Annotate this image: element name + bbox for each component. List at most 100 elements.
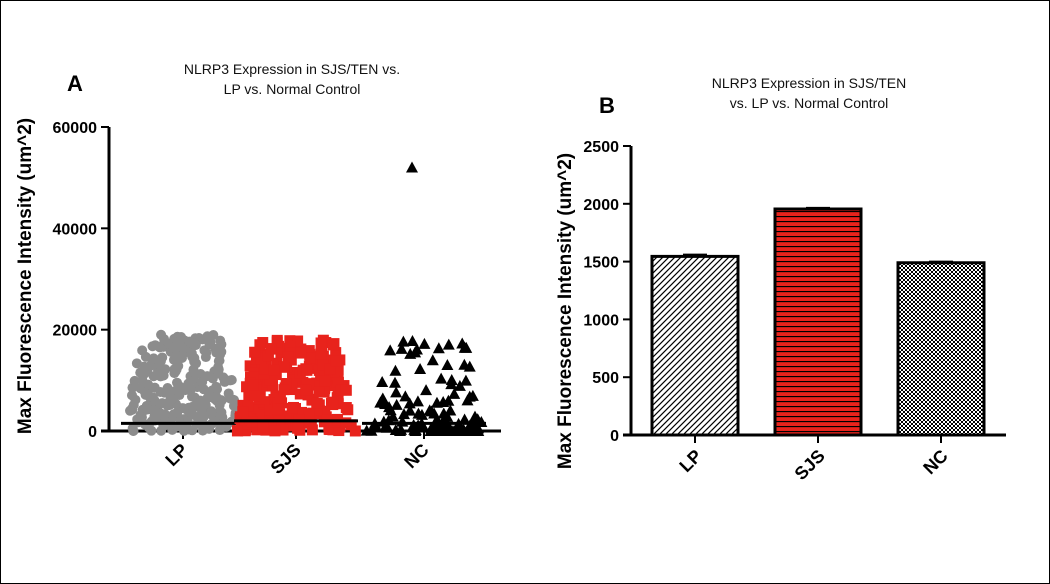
chart-a-sjs-point (330, 355, 342, 367)
chart-a-sjs-point (265, 343, 277, 355)
chart-b-y-tick-label: 0 (610, 428, 619, 445)
chart-a-sjs-point (264, 404, 276, 416)
chart-b-bar-nc (896, 261, 986, 437)
chart-a-sjs-point (313, 364, 325, 376)
chart-a-sjs-point (255, 404, 267, 416)
chart-a-nc-point (445, 378, 458, 390)
chart-a-nc-point (395, 342, 408, 354)
chart-a-sjs-point (282, 351, 294, 363)
chart-a-nc-point (423, 404, 436, 416)
chart-a-lp-point (197, 377, 208, 388)
chart-a-lp-point (204, 339, 215, 350)
chart-a-lp-point (192, 411, 203, 422)
chart-a-sjs-point (303, 409, 315, 421)
chart-a-y-tick-label: 20000 (53, 323, 98, 340)
chart-a-lp-point (164, 389, 175, 400)
chart-a-nc-point (389, 364, 402, 376)
chart-a-nc-point (441, 410, 454, 422)
chart-a-nc-point (390, 398, 403, 410)
chart-a-lp-point (139, 361, 150, 372)
chart-a-sjs-point (300, 384, 312, 396)
chart-a-nc-point (365, 424, 378, 436)
chart-a-title-line-1: NLRP3 Expression in SJS/TEN vs. (184, 61, 400, 77)
chart-a-nc-point (456, 337, 469, 349)
chart-a-sjs-point (296, 406, 308, 418)
chart-a-sjs-point (247, 379, 259, 391)
chart-a-nc-point (444, 404, 457, 416)
chart-a-sjs-point (340, 384, 352, 396)
chart-a-nc-point (390, 386, 403, 398)
chart-a-sjs-point (311, 377, 323, 389)
chart-a-nc-point (466, 389, 479, 401)
chart-a-sjs-point (254, 381, 266, 393)
chart-a-nc-point (399, 390, 412, 402)
chart-a-nc-point (432, 342, 445, 354)
chart-a-sjs-point (332, 364, 344, 376)
chart-a-sjs-point (278, 361, 290, 373)
chart-b-y-tick-label: 500 (592, 370, 619, 387)
chart-a-x-tick-label: LP (161, 440, 191, 470)
chart-a-sjs-point (287, 366, 299, 378)
chart-a-lp-point (156, 329, 167, 340)
chart-a-nc-point (414, 362, 427, 374)
chart-a-sjs-point (277, 424, 289, 436)
chart-a-lp-point (208, 393, 219, 404)
chart-a-sjs-point (269, 425, 281, 437)
chart-b-y-tick-label: 2500 (583, 139, 619, 156)
chart-b-x-tick-label: SJS (791, 446, 829, 484)
chart-a-nc-point (404, 347, 417, 359)
chart-b-y-tick-label: 1000 (583, 312, 619, 329)
chart-a-sjs-point (271, 357, 283, 369)
chart-a-sjs-point (332, 376, 344, 388)
chart-a-nc-point (455, 424, 468, 436)
chart-a-nc-point (439, 422, 452, 434)
chart-a-nc-point (376, 375, 389, 387)
chart-a-lp-point (128, 425, 139, 436)
chart-b-x-tick-label: NC (919, 446, 952, 479)
chart-a-sjs-point (286, 402, 298, 414)
chart-a-sjs-point (254, 339, 266, 351)
chart-b-y-tick-label: 2000 (583, 197, 619, 214)
chart-a-sjs-point (242, 400, 254, 412)
chart-a-sjs-point (268, 364, 280, 376)
chart-a-lp-point (216, 339, 227, 350)
chart-a-lp-point (189, 367, 200, 378)
chart-a-sjs-point (264, 374, 276, 386)
chart-a-sjs-point (349, 425, 361, 437)
chart-a-lp-point (164, 396, 175, 407)
chart-a-sjs-point (311, 397, 323, 409)
chart-a-nc-point (420, 384, 433, 396)
chart-a-sjs-point (274, 392, 286, 404)
chart-a-sjs-point (330, 347, 342, 359)
chart-a-sjs-point (280, 378, 292, 390)
chart-a-y-tick-label: 60000 (53, 120, 98, 137)
chart-a-sjs-point (292, 422, 304, 434)
chart-a-lp-point (159, 410, 170, 421)
chart-a-sjs-point (306, 424, 318, 436)
chart-a-sjs-point (301, 364, 313, 376)
chart-a-sjs-point (317, 359, 329, 371)
chart-a-lp-point (136, 412, 147, 423)
chart-a-nc-point (468, 410, 481, 422)
chart-a-panel-label: A (67, 71, 83, 96)
chart-a-lp-point (140, 351, 151, 362)
chart-a-lp-point (208, 330, 219, 341)
chart-a-sjs-point (306, 358, 318, 370)
chart-a-lp-point (129, 375, 140, 386)
chart-a-lp-point (176, 333, 187, 344)
chart-b-title-line-1: NLRP3 Expression in SJS/TEN (712, 75, 907, 91)
chart-a-nc-point (430, 413, 443, 425)
chart-a-lp-point (155, 356, 166, 367)
chart-a-lp-point (143, 379, 154, 390)
chart-a-lp-point (186, 348, 197, 359)
chart-a-title-line-2: LP vs. Normal Control (224, 81, 361, 97)
chart-a-lp-point (174, 390, 185, 401)
chart-a-nc-point (384, 344, 397, 356)
chart-a-y-axis-label: Max Fluorescence Intensity (um^2) (15, 118, 36, 434)
chart-a-sjs-point (295, 347, 307, 359)
chart-a-nc-point (429, 424, 442, 436)
chart-a-nc-point (397, 408, 410, 420)
chart-a-plot: 0 20000 40000 60000 LP SJS NC (53, 120, 501, 478)
